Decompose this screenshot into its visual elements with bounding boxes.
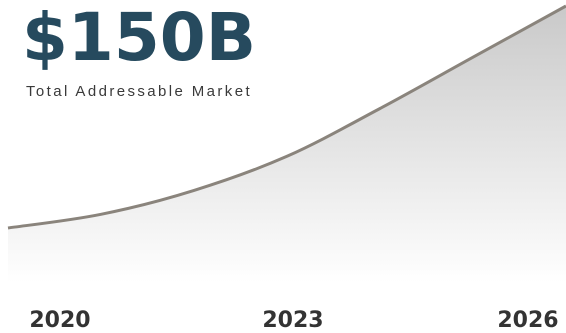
area-fill — [8, 6, 566, 283]
headline-label: Total Addressable Market — [26, 83, 253, 100]
x-tick-label: 2026 — [497, 308, 558, 333]
series-line — [7, 4, 566, 230]
headline-value: $150B — [22, 0, 256, 76]
x-tick-label: 2020 — [29, 308, 90, 333]
x-tick-label: 2023 — [262, 308, 323, 333]
x-axis-ticks: 2020 2023 2026 — [29, 308, 558, 333]
